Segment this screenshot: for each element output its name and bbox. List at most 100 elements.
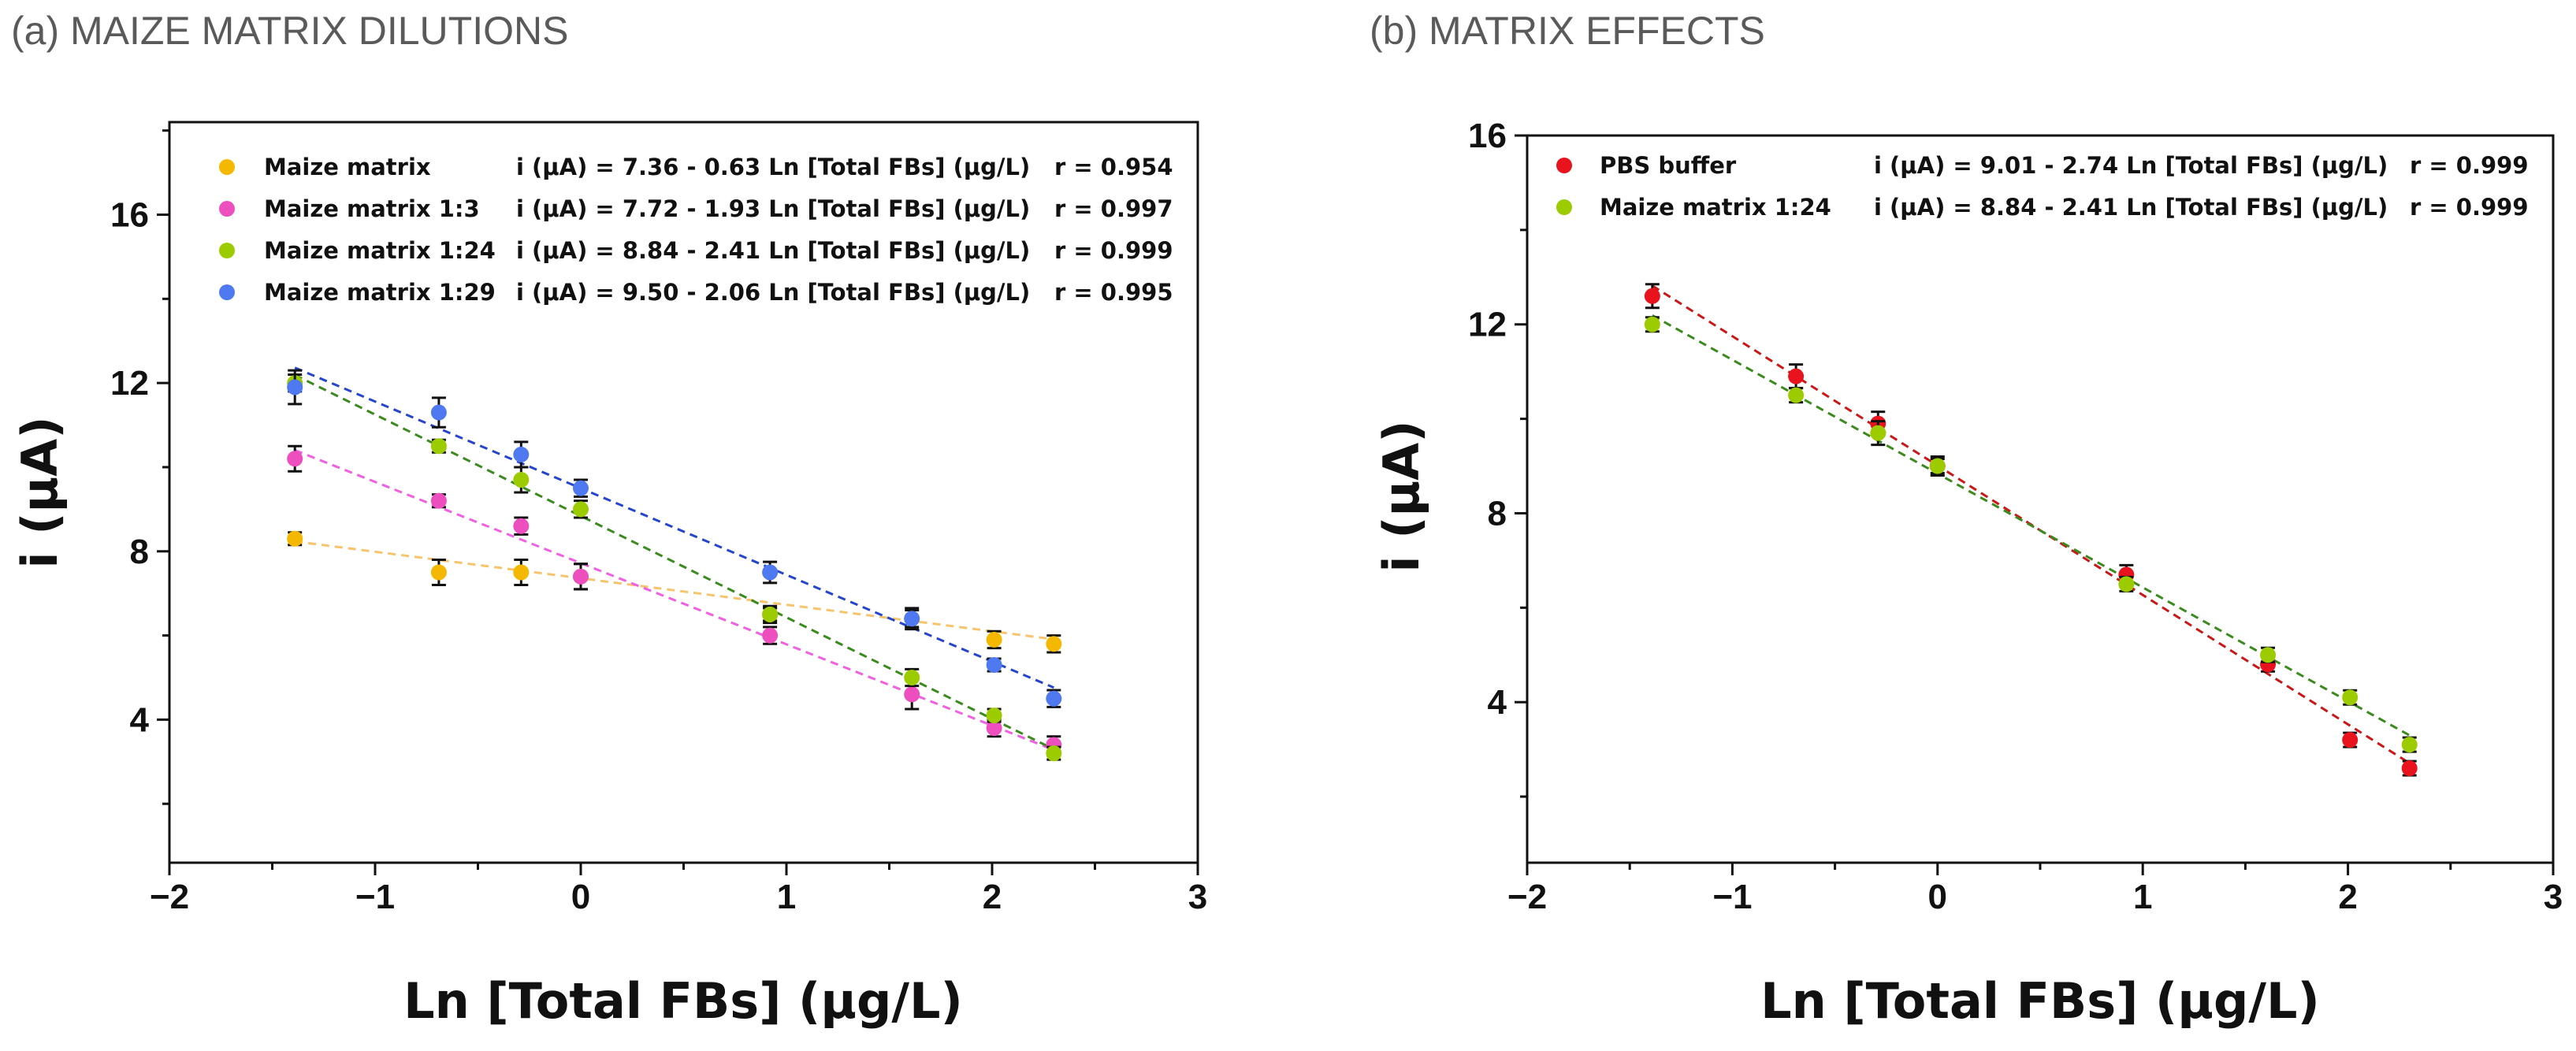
legend-marker bbox=[219, 243, 235, 258]
data-point bbox=[2118, 576, 2135, 592]
x-tick-label: 3 bbox=[2544, 878, 2563, 916]
legend-marker bbox=[219, 201, 235, 217]
y-tick-label: 4 bbox=[1488, 683, 1507, 722]
fit-line bbox=[294, 449, 1054, 752]
y-tick-label: 12 bbox=[110, 364, 149, 403]
legend-equation: i (μA) = 9.01 - 2.74 Ln [Total FBs] (μg/… bbox=[1874, 152, 2388, 179]
legend-equation: i (μA) = 9.50 - 2.06 Ln [Total FBs] (μg/… bbox=[516, 279, 1030, 306]
x-tick-label: −1 bbox=[355, 878, 395, 916]
data-point bbox=[986, 707, 1002, 724]
data-point bbox=[904, 611, 920, 627]
data-point bbox=[904, 670, 920, 685]
x-tick-label: 1 bbox=[777, 878, 796, 916]
x-tick-label: −2 bbox=[1507, 878, 1547, 916]
data-point bbox=[1870, 425, 1886, 441]
legend-marker bbox=[1556, 199, 1572, 215]
data-point bbox=[1788, 368, 1805, 384]
legend-series-name: Maize matrix 1:29 bbox=[264, 279, 496, 306]
panel-b-ticks bbox=[1515, 134, 2555, 875]
panel-a-x-tick-labels: −2 −1 0 1 2 3 bbox=[150, 878, 1207, 916]
legend-series-name: Maize matrix 1:24 bbox=[264, 237, 496, 264]
data-point bbox=[513, 564, 530, 581]
data-point bbox=[430, 438, 447, 455]
data-point bbox=[986, 720, 1002, 737]
y-tick-label: 16 bbox=[110, 196, 149, 235]
x-tick-label: 0 bbox=[1928, 878, 1947, 916]
legend-entry-maize-matrix-1-3: Maize matrix 1:3 i (μA) = 7.72 - 1.93 Ln… bbox=[219, 195, 1173, 222]
data-point bbox=[762, 606, 779, 622]
legend-entry-maize-matrix-1-29: Maize matrix 1:29 i (μA) = 9.50 - 2.06 L… bbox=[219, 279, 1173, 306]
data-point bbox=[287, 451, 303, 467]
legend-equation: i (μA) = 7.36 - 0.63 Ln [Total FBs] (μg/… bbox=[516, 154, 1030, 180]
data-point bbox=[573, 501, 589, 518]
x-tick-label: −2 bbox=[150, 878, 189, 916]
data-point bbox=[287, 530, 303, 547]
data-point bbox=[1929, 458, 1946, 474]
legend-r-value: r = 0.999 bbox=[2410, 194, 2529, 221]
legend-entry-pbs-buffer: PBS buffer i (μA) = 9.01 - 2.74 Ln [Tota… bbox=[1556, 152, 2529, 179]
legend-marker bbox=[1556, 158, 1572, 173]
panel-b-y-axis-label: i (μA) bbox=[1373, 420, 1430, 572]
fit-line bbox=[294, 373, 1054, 751]
data-point bbox=[430, 564, 447, 581]
legend-equation: i (μA) = 8.84 - 2.41 Ln [Total FBs] (μg/… bbox=[1874, 194, 2388, 221]
panel-a-ticks bbox=[157, 129, 1199, 875]
data-point bbox=[430, 404, 447, 421]
panel-a-legend: Maize matrix i (μA) = 7.36 - 0.63 Ln [To… bbox=[219, 154, 1173, 306]
data-point bbox=[986, 656, 1002, 673]
legend-equation: i (μA) = 8.84 - 2.41 Ln [Total FBs] (μg/… bbox=[516, 237, 1030, 264]
legend-r-value: r = 0.997 bbox=[1054, 195, 1173, 222]
data-point bbox=[762, 564, 779, 581]
legend-entry-maize-matrix-1-24: Maize matrix 1:24 i (μA) = 8.84 - 2.41 L… bbox=[219, 237, 1173, 264]
panel-b: (b) MATRIX EFFECTS −2 −1 0 1 2 3 4 8 12 … bbox=[1370, 9, 2563, 1030]
panel-a-title: (a) MAIZE MATRIX DILUTIONS bbox=[11, 9, 568, 53]
panel-b-legend: PBS buffer i (μA) = 9.01 - 2.74 Ln [Tota… bbox=[1556, 152, 2529, 221]
panel-a-x-axis-label: Ln [Total FBs] (μg/L) bbox=[403, 972, 963, 1030]
legend-series-name: Maize matrix 1:3 bbox=[264, 195, 480, 222]
legend-entry-maize-matrix-1-24: Maize matrix 1:24 i (μA) = 8.84 - 2.41 L… bbox=[1556, 194, 2529, 221]
panel-a-y-axis-label: i (μA) bbox=[11, 416, 69, 568]
panel-a-y-tick-labels: 4 8 12 16 bbox=[110, 196, 149, 740]
legend-r-value: r = 0.954 bbox=[1054, 154, 1173, 180]
legend-marker bbox=[219, 284, 235, 300]
fit-line bbox=[294, 366, 1054, 689]
data-point bbox=[430, 492, 447, 509]
data-point bbox=[1046, 745, 1062, 762]
panel-b-data-points bbox=[1644, 283, 2418, 777]
panel-a-plot-frame bbox=[168, 121, 1199, 864]
panel-b-title: (b) MATRIX EFFECTS bbox=[1370, 9, 1765, 53]
panel-a-fit-lines bbox=[294, 366, 1054, 752]
data-point bbox=[762, 627, 779, 644]
panel-b-y-tick-labels: 4 8 12 16 bbox=[1468, 117, 1507, 722]
data-point bbox=[1046, 636, 1062, 652]
legend-marker bbox=[219, 159, 235, 175]
data-point bbox=[513, 446, 530, 462]
panel-b-x-tick-labels: −2 −1 0 1 2 3 bbox=[1507, 878, 2563, 916]
fit-line bbox=[1652, 314, 2411, 737]
legend-entry-maize-matrix: Maize matrix i (μA) = 7.36 - 0.63 Ln [To… bbox=[219, 154, 1173, 180]
panel-b-fit-lines bbox=[1652, 284, 2411, 764]
y-tick-label: 12 bbox=[1468, 306, 1507, 344]
x-tick-label: 2 bbox=[2338, 878, 2357, 916]
legend-series-name: Maize matrix bbox=[264, 154, 431, 180]
data-point bbox=[573, 480, 589, 496]
data-point bbox=[513, 518, 530, 534]
x-tick-label: 1 bbox=[2133, 878, 2152, 916]
x-tick-label: −1 bbox=[1712, 878, 1752, 916]
x-tick-label: 2 bbox=[983, 878, 1002, 916]
panel-b-plot-frame bbox=[1526, 134, 2555, 864]
legend-r-value: r = 0.999 bbox=[2410, 152, 2529, 179]
data-point bbox=[2401, 760, 2418, 777]
data-point bbox=[2342, 732, 2359, 748]
data-point bbox=[1788, 387, 1805, 403]
y-tick-label: 4 bbox=[130, 700, 150, 739]
legend-series-name: Maize matrix 1:24 bbox=[1600, 194, 1831, 221]
panel-a-data-points bbox=[287, 369, 1062, 762]
data-point bbox=[513, 471, 530, 488]
data-point bbox=[573, 568, 589, 585]
legend-r-value: r = 0.995 bbox=[1054, 279, 1173, 306]
data-point bbox=[287, 379, 303, 396]
data-point bbox=[1644, 288, 1660, 304]
data-point bbox=[1644, 316, 1660, 332]
